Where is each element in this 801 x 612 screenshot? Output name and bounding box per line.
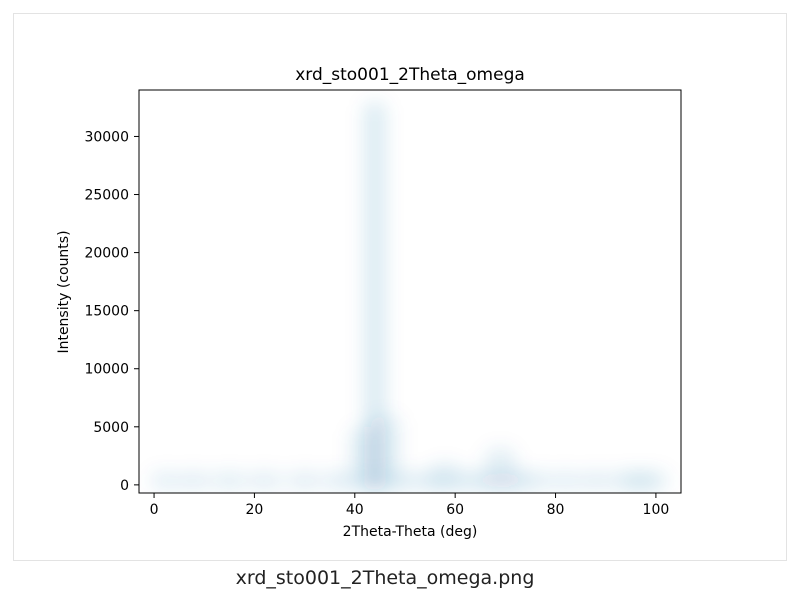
y-tick-label: 20000 [84,246,129,262]
y-tick-label: 25000 [84,188,129,204]
baseline-band [154,472,661,489]
plot-area [139,90,681,493]
intensity-blob [369,415,400,491]
x-tick-label: 40 [346,502,364,518]
image-caption: xrd_sto001_2Theta_omega.png [235,567,535,589]
intensity-blob [363,101,386,491]
y-tick-label: 15000 [84,304,129,320]
y-tick-label: 10000 [84,362,129,378]
x-tick-label: 60 [446,502,464,518]
y-tick-label: 5000 [93,420,129,436]
y-tick-label: 0 [120,478,129,494]
x-tick-label: 0 [150,502,159,518]
plot-border [138,89,682,494]
x-tick-label: 100 [643,502,670,518]
y-tick-label: 30000 [84,129,129,145]
y-axis-label: Intensity (counts) [56,230,72,353]
x-tick-label: 80 [547,502,565,518]
chart-title: xrd_sto001_2Theta_omega [295,65,525,85]
x-tick-label: 20 [246,502,264,518]
x-axis-label: 2Theta-Theta (deg) [343,524,478,540]
